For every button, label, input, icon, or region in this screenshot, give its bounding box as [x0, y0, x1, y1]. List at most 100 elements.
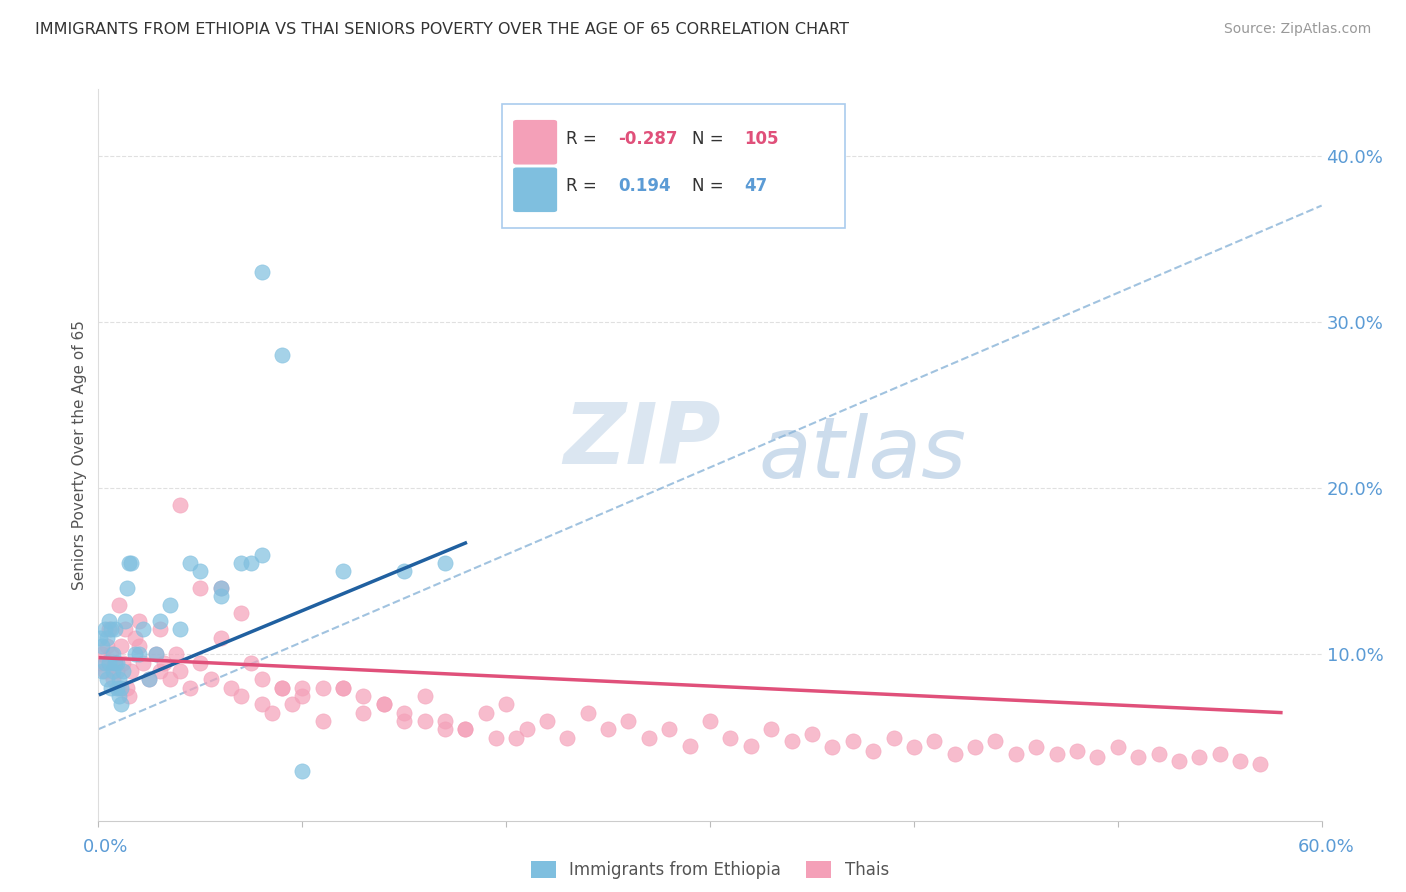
Text: R =: R =: [565, 177, 596, 194]
Point: [312, 714, 335, 728]
Point: [332, 681, 354, 695]
Point: [454, 723, 477, 737]
Text: R =: R =: [565, 130, 596, 148]
Point: [240, 556, 263, 570]
Point: [1085, 750, 1108, 764]
Point: [209, 581, 232, 595]
Point: [231, 606, 253, 620]
Text: IMMIGRANTS FROM ETHIOPIA VS THAI SENIORS POVERTY OVER THE AGE OF 65 CORRELATION : IMMIGRANTS FROM ETHIOPIA VS THAI SENIORS…: [35, 22, 849, 37]
Text: N =: N =: [692, 177, 723, 194]
Point: [413, 689, 436, 703]
Text: 47: 47: [744, 177, 768, 194]
Point: [128, 614, 150, 628]
Point: [1004, 747, 1026, 761]
Point: [291, 681, 314, 695]
Point: [200, 673, 222, 687]
Point: [1045, 747, 1069, 761]
Point: [104, 656, 127, 670]
Point: [761, 723, 783, 737]
Point: [250, 548, 273, 562]
Point: [231, 689, 253, 703]
Point: [699, 714, 721, 728]
Point: [392, 706, 416, 720]
Point: [637, 731, 661, 745]
Point: [188, 656, 212, 670]
Point: [516, 723, 538, 737]
Point: [1128, 750, 1150, 764]
Point: [108, 681, 131, 695]
FancyBboxPatch shape: [502, 103, 845, 228]
Text: 60.0%: 60.0%: [1298, 838, 1354, 855]
Point: [108, 598, 131, 612]
Point: [101, 648, 124, 662]
Point: [231, 556, 253, 570]
Point: [1167, 754, 1189, 768]
Point: [101, 673, 124, 687]
Text: 105: 105: [744, 130, 779, 148]
Point: [91, 639, 114, 653]
Point: [270, 681, 294, 695]
Point: [1229, 754, 1251, 768]
Point: [392, 564, 416, 578]
Point: [105, 664, 128, 678]
Point: [120, 664, 142, 678]
Point: [984, 734, 1007, 748]
Legend: Immigrants from Ethiopia, Thais: Immigrants from Ethiopia, Thais: [524, 854, 896, 886]
Point: [209, 581, 232, 595]
Point: [97, 614, 120, 628]
Y-axis label: Seniors Poverty Over the Age of 65: Seniors Poverty Over the Age of 65: [72, 320, 87, 590]
Point: [1147, 747, 1170, 761]
Point: [270, 348, 294, 362]
Point: [281, 698, 304, 712]
Point: [922, 734, 945, 748]
FancyBboxPatch shape: [513, 120, 557, 164]
Point: [169, 623, 191, 637]
Point: [943, 747, 966, 761]
Point: [110, 681, 132, 695]
Point: [89, 631, 111, 645]
Point: [114, 623, 136, 637]
Point: [1025, 740, 1047, 755]
Point: [159, 598, 181, 612]
Point: [101, 664, 124, 678]
FancyBboxPatch shape: [513, 168, 557, 212]
Point: [454, 723, 477, 737]
Point: [91, 648, 114, 662]
Point: [332, 564, 354, 578]
Point: [100, 623, 122, 637]
Point: [240, 656, 263, 670]
Point: [132, 623, 155, 637]
Point: [110, 698, 132, 712]
Point: [100, 648, 122, 662]
Point: [392, 714, 416, 728]
Point: [188, 564, 212, 578]
Point: [165, 648, 187, 662]
Point: [718, 731, 742, 745]
Point: [93, 656, 115, 670]
Point: [1066, 744, 1088, 758]
Point: [93, 623, 115, 637]
Point: [93, 664, 115, 678]
Point: [96, 631, 118, 645]
Point: [89, 656, 111, 670]
Text: ZIP: ZIP: [564, 399, 721, 482]
Point: [104, 623, 127, 637]
Point: [128, 648, 150, 662]
Point: [434, 723, 457, 737]
Point: [352, 706, 374, 720]
Point: [1249, 757, 1271, 772]
Point: [91, 664, 114, 678]
Point: [555, 731, 579, 745]
Point: [105, 681, 128, 695]
Point: [149, 623, 172, 637]
Point: [145, 648, 167, 662]
Point: [118, 689, 141, 703]
Point: [97, 623, 120, 637]
Point: [96, 639, 118, 653]
Point: [132, 656, 155, 670]
Point: [97, 656, 120, 670]
Point: [576, 706, 599, 720]
Point: [291, 689, 314, 703]
Point: [250, 265, 273, 279]
Point: [434, 556, 457, 570]
